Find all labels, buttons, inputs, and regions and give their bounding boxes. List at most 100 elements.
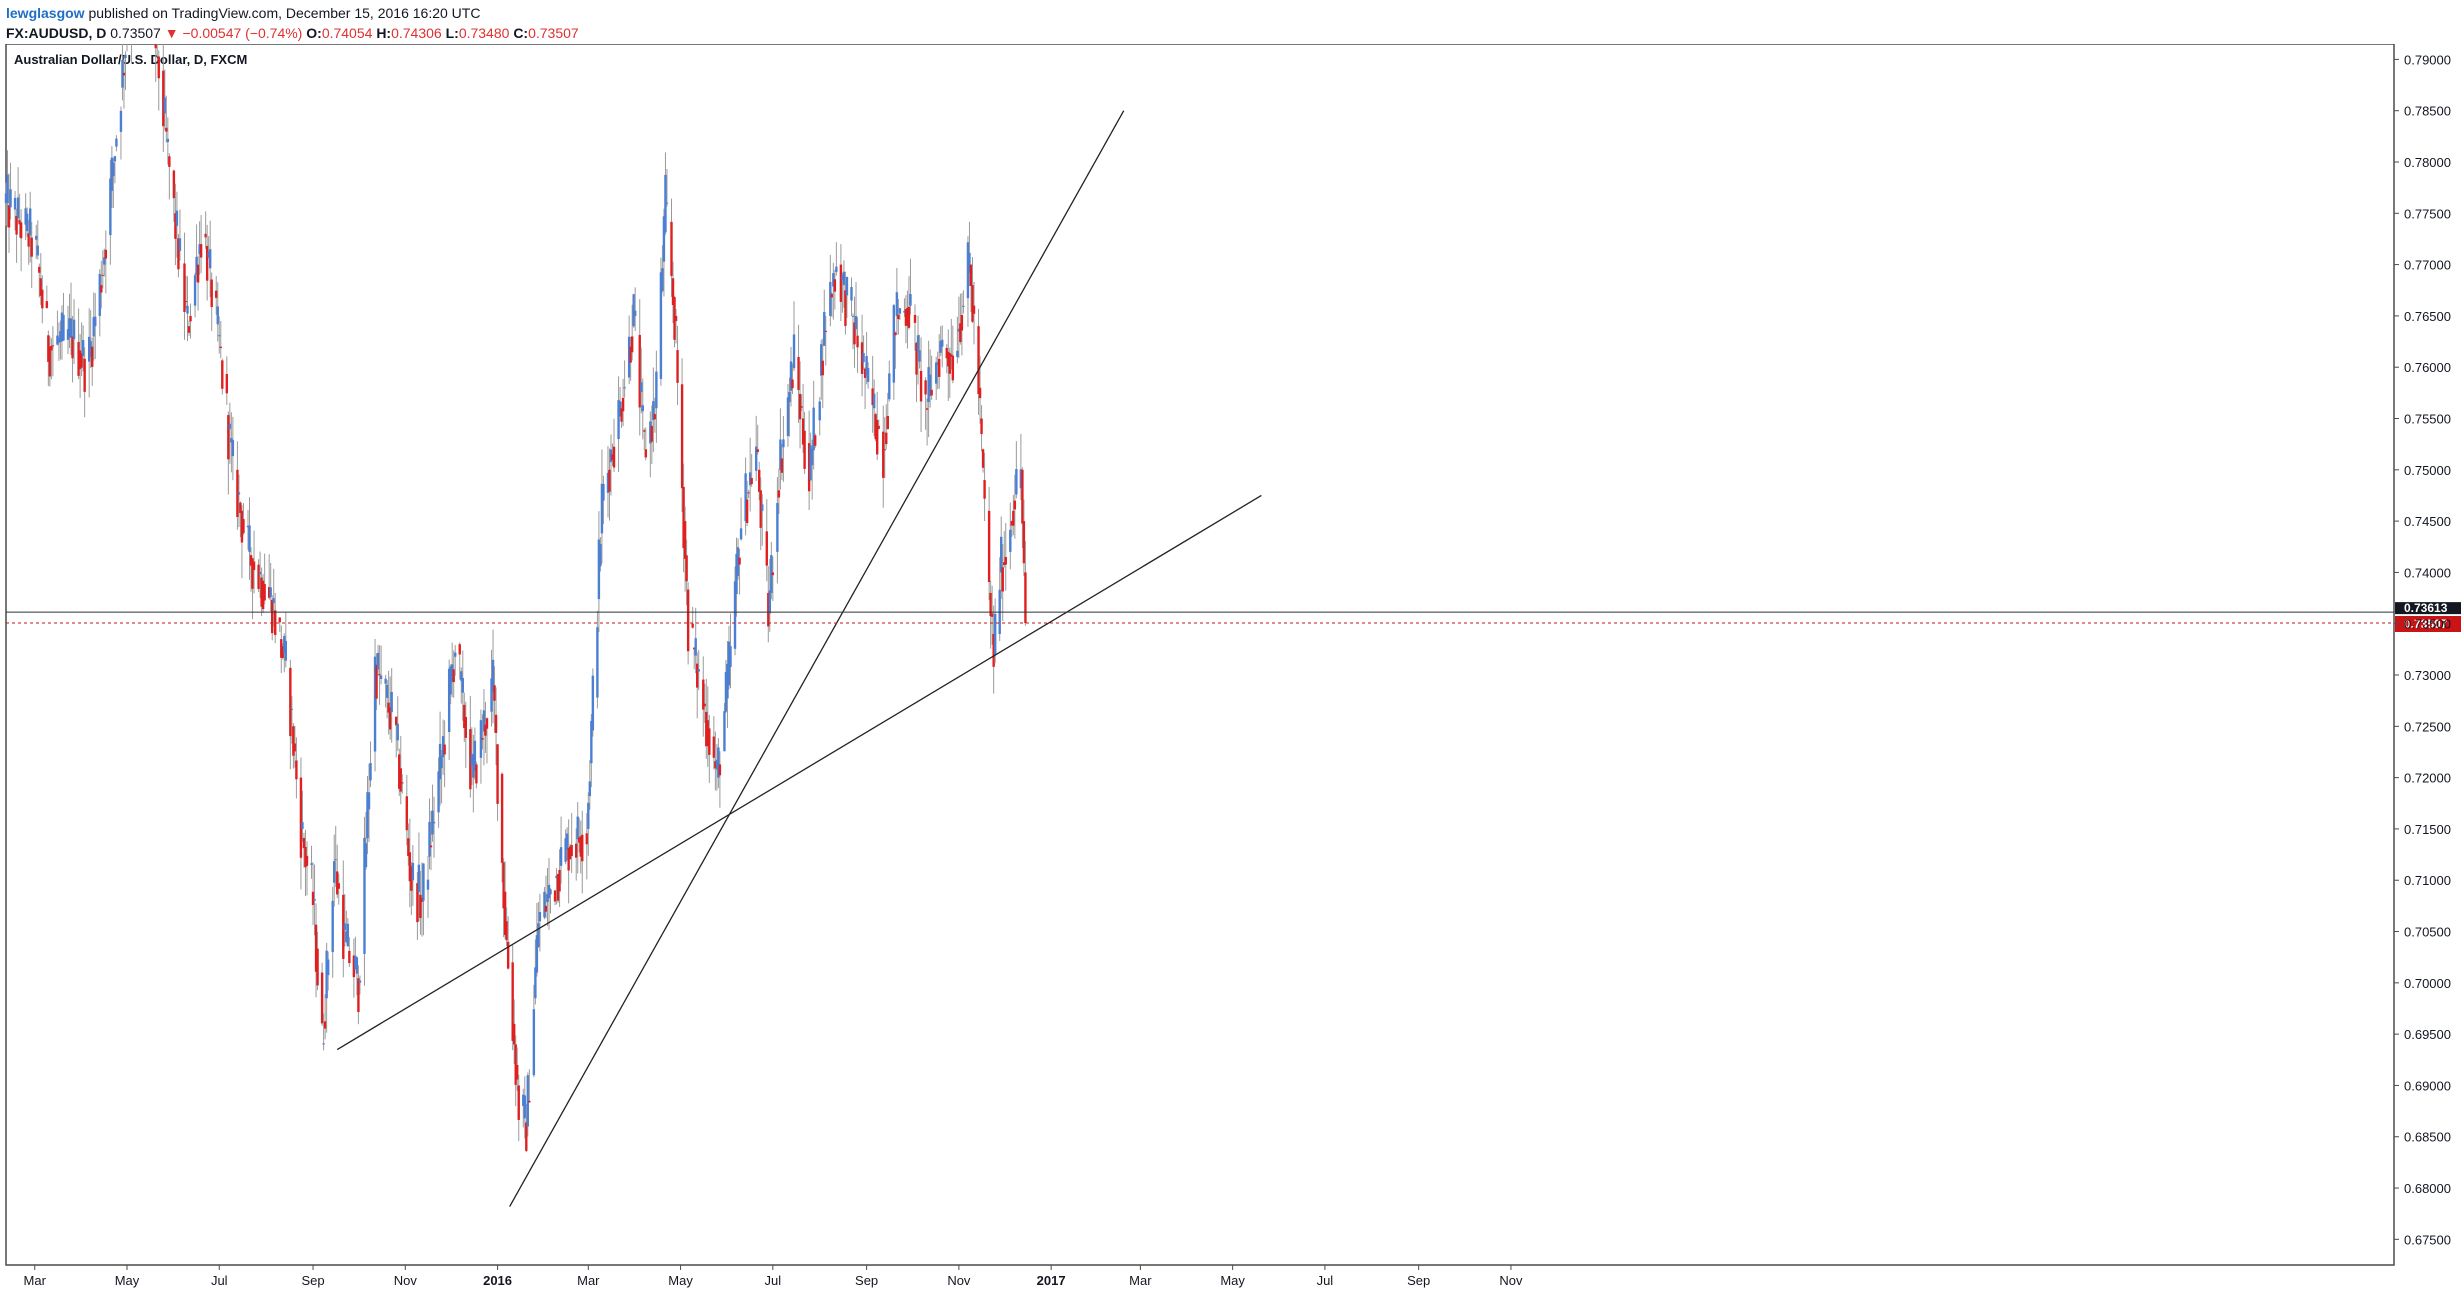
candle-up [438, 743, 442, 780]
candle-down [971, 285, 974, 322]
candle-up [665, 202, 669, 204]
candle-down [38, 266, 41, 273]
candle-down [578, 837, 581, 843]
candle-down [316, 948, 319, 986]
last-price-tag [2395, 616, 2461, 633]
candle-up [345, 931, 348, 942]
candle-up [727, 641, 731, 686]
candle-down [877, 425, 880, 429]
candle-down [45, 301, 49, 308]
price-axis[interactable]: 0.79000 0.78500 0.78000 0.77500 0.77000 0.765… [2394, 52, 2451, 1247]
x-tick-label: Nov [394, 1273, 418, 1288]
candle-down [199, 244, 203, 258]
candle-down [544, 905, 548, 912]
candle-down [50, 346, 53, 351]
candle-up [829, 281, 832, 316]
crosshair-tag-label: 0.73613 [2404, 601, 2448, 615]
candle-up [208, 249, 212, 269]
candle-up [218, 335, 221, 337]
candle-down [813, 435, 817, 446]
candle-up [717, 747, 720, 778]
candle-down [924, 380, 927, 395]
y-tick-label: 0.78500 [2404, 104, 2451, 119]
candle-up [609, 449, 613, 463]
candle-up [482, 710, 486, 732]
candle-down [91, 346, 94, 367]
candle-down [452, 669, 455, 683]
candle-up [812, 407, 815, 451]
candle-down [429, 845, 433, 848]
y-tick-label: 0.73500 [2404, 617, 2451, 632]
candle-down [15, 215, 18, 235]
time-axis[interactable]: Mar May Jul Sep Nov 2016 Mar May Jul Sep Nov 2017 Ma… [24, 1265, 1523, 1288]
candle-down [257, 564, 260, 589]
candle-down [506, 941, 510, 969]
y-tick-label: 0.70500 [2404, 925, 2451, 940]
candle-up [121, 59, 124, 88]
y-tick-label: 0.69000 [2404, 1078, 2451, 1093]
candle-down [162, 70, 165, 127]
candle-down [718, 764, 722, 776]
candle-up [87, 336, 91, 362]
candle-up [1015, 469, 1018, 495]
candle-down [416, 883, 419, 923]
plot-area[interactable] [5, 44, 2395, 1266]
candle-up [6, 174, 9, 204]
candle-down [712, 736, 716, 758]
x-tick-label: Mar [24, 1273, 47, 1288]
symbol-line: FX:AUDUSD, D 0.73507 ▼ −0.00547 (−0.74%)… [6, 24, 2458, 42]
candle-down [758, 469, 761, 492]
candle-down [682, 486, 685, 549]
candle-down [745, 499, 749, 523]
candle-down [419, 894, 422, 918]
candle-down [581, 834, 584, 862]
candle-down [1012, 510, 1015, 526]
candle-up [770, 555, 773, 593]
candle-up [94, 316, 97, 327]
candle-up [850, 286, 853, 301]
candle-up [228, 423, 232, 429]
y-tick-label: 0.68000 [2404, 1181, 2451, 1196]
candle-up [301, 822, 304, 829]
candle-up [25, 213, 29, 232]
candle-up [576, 816, 579, 840]
candle-down [653, 414, 657, 420]
candle-up [735, 553, 738, 595]
candle-up [358, 980, 362, 983]
candle-down [791, 379, 794, 389]
author-link[interactable]: lewglasgow [6, 5, 85, 21]
candle-up [835, 266, 838, 272]
candle-up [918, 350, 921, 362]
candle-down [293, 743, 297, 752]
candle-up [460, 671, 463, 681]
candle-down [904, 309, 908, 326]
candle-up [325, 950, 328, 999]
candle-up [694, 638, 697, 656]
candle-up [59, 331, 62, 342]
candle-up [627, 336, 631, 378]
close-value: 0.73507 [528, 25, 579, 41]
candle-up [729, 646, 732, 668]
candle-down [78, 350, 82, 370]
publish-info: published on TradingView.com, December 1… [88, 5, 481, 21]
candle-up [113, 156, 117, 162]
candle-up [472, 754, 475, 778]
candle-up [623, 387, 626, 389]
candle-down [154, 44, 157, 49]
candle-up [441, 736, 445, 758]
candle-down [987, 510, 991, 583]
price-chart[interactable]: Australian Dollar/U.S. Dollar, D, FXCM 0… [0, 44, 2464, 1295]
candle-up [661, 268, 664, 291]
candle-down [925, 408, 929, 410]
candle-up [832, 273, 835, 287]
candle-down [907, 306, 911, 328]
candle-down [978, 387, 982, 399]
candle-up [927, 367, 930, 403]
candle-down [959, 323, 962, 343]
candle-up [56, 335, 59, 345]
candle-down [320, 972, 324, 1024]
candle-down [174, 213, 177, 239]
candle-up [432, 821, 436, 824]
last-price: 0.73507 [110, 25, 161, 41]
candle-up [602, 483, 605, 501]
